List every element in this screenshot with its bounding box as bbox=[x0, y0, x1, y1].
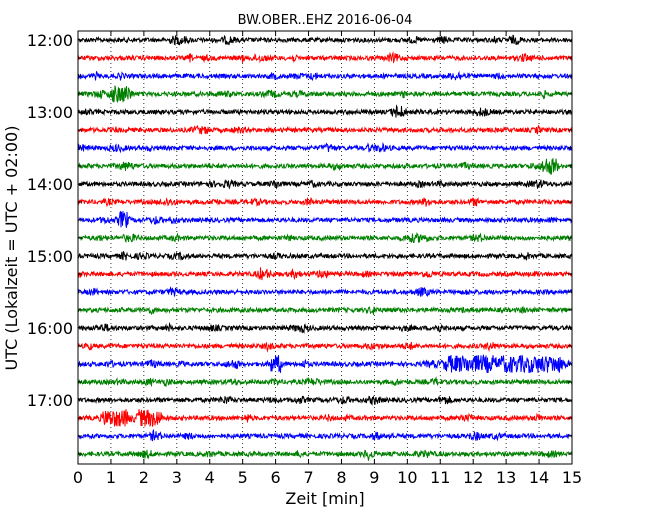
trace-group bbox=[77, 34, 573, 461]
x-tick-label: 6 bbox=[271, 468, 281, 487]
x-tick-label: 12 bbox=[463, 468, 483, 487]
x-tick-label: 14 bbox=[529, 468, 549, 487]
trace-15:30 bbox=[77, 286, 573, 297]
trace-13:00 bbox=[77, 104, 573, 118]
trace-14:45 bbox=[77, 232, 573, 244]
trace-13:15 bbox=[77, 124, 573, 135]
x-tick-label: 15 bbox=[562, 468, 582, 487]
x-tick-label: 10 bbox=[397, 468, 417, 487]
y-tick-label: 16:00 bbox=[27, 319, 73, 338]
x-axis-label: Zeit [min] bbox=[285, 489, 364, 508]
trace-12:00 bbox=[77, 34, 573, 46]
axis-ticks: 0 1 2 3 4 5 6 7 8 9 10 11 12 13 14 1512:0013:0014:0015:… bbox=[27, 31, 582, 487]
trace-16:45 bbox=[77, 375, 573, 388]
trace-17:15 bbox=[77, 409, 573, 427]
chart-title: BW.OBER..EHZ 2016-06-04 bbox=[238, 13, 413, 28]
trace-17:30 bbox=[77, 428, 573, 442]
plot-frame bbox=[77, 30, 573, 465]
trace-12:45 bbox=[77, 85, 573, 103]
x-tick-label: 3 bbox=[172, 468, 182, 487]
trace-14:00 bbox=[77, 178, 573, 190]
trace-15:15 bbox=[77, 267, 573, 281]
trace-17:45 bbox=[77, 449, 573, 461]
trace-15:00 bbox=[77, 251, 573, 261]
trace-13:45 bbox=[77, 158, 573, 175]
trace-16:15 bbox=[77, 341, 573, 353]
y-tick-label: 13:00 bbox=[27, 103, 73, 122]
y-tick-label: 12:00 bbox=[27, 31, 73, 50]
y-tick-label: 15:00 bbox=[27, 247, 73, 266]
x-tick-label: 8 bbox=[336, 468, 346, 487]
x-tick-label: 9 bbox=[369, 468, 379, 487]
y-tick-label: 17:00 bbox=[27, 391, 73, 410]
trace-14:15 bbox=[77, 196, 573, 208]
trace-16:30 bbox=[77, 354, 573, 374]
trace-13:30 bbox=[77, 141, 573, 154]
x-tick-label: 7 bbox=[303, 468, 313, 487]
trace-14:30 bbox=[77, 210, 573, 228]
trace-17:00 bbox=[77, 395, 573, 406]
trace-15:45 bbox=[77, 305, 573, 316]
y-axis-label: UTC (Lokalzeit = UTC + 02:00) bbox=[2, 126, 21, 371]
grid-lines bbox=[110, 31, 540, 464]
x-tick-label: 4 bbox=[205, 468, 215, 487]
x-tick-label: 11 bbox=[430, 468, 450, 487]
trace-12:30 bbox=[77, 70, 573, 82]
trace-12:15 bbox=[77, 51, 573, 64]
trace-16:00 bbox=[77, 321, 573, 334]
x-tick-label: 13 bbox=[496, 468, 516, 487]
x-tick-label: 0 bbox=[73, 468, 83, 487]
x-tick-label: 5 bbox=[238, 468, 248, 487]
x-tick-label: 2 bbox=[139, 468, 149, 487]
x-tick-label: 1 bbox=[106, 468, 116, 487]
y-tick-label: 14:00 bbox=[27, 175, 73, 194]
